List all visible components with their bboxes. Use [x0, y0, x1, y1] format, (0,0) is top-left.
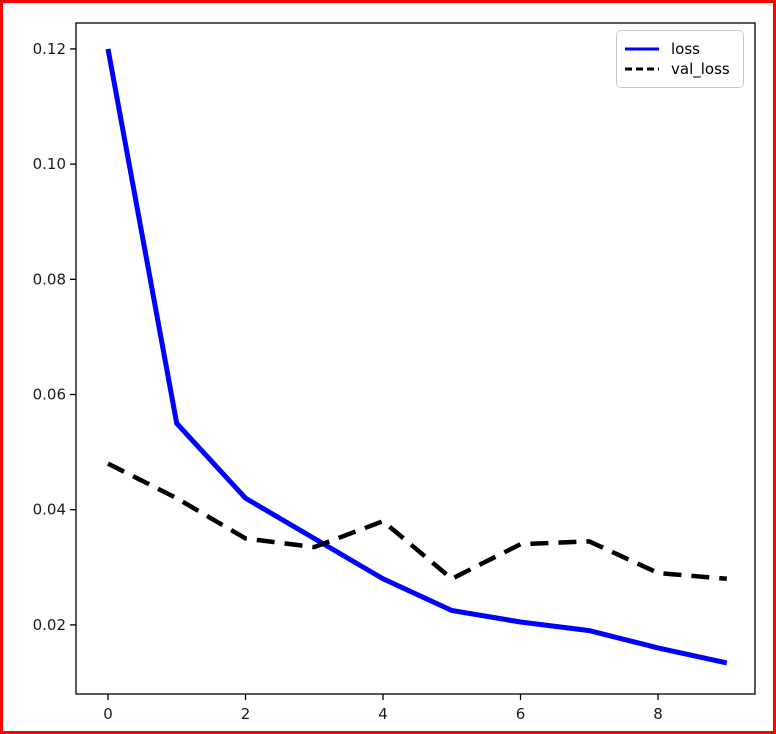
line-chart: 0 2 4 6 8 0.02 0.04 0.06 0.08 0.10 0.12 — [33, 22, 756, 723]
y-tick-label: 0.10 — [33, 155, 66, 173]
y-tick-label: 0.12 — [33, 40, 66, 58]
legend-entry-loss: loss — [624, 39, 743, 58]
y-tick-label: 0.04 — [33, 501, 66, 519]
plot-spines — [75, 22, 756, 695]
legend-label-val-loss: val_loss — [671, 59, 730, 78]
legend-entry-val-loss: val_loss — [624, 59, 743, 78]
x-tick-label: 8 — [653, 705, 663, 723]
y-tick-label: 0.08 — [33, 270, 66, 288]
x-tick-label: 4 — [378, 705, 388, 723]
loss-line-sample-icon — [625, 47, 659, 51]
x-tick-label: 6 — [516, 705, 526, 723]
legend: loss val_loss — [616, 30, 744, 88]
y-tick-label: 0.02 — [33, 616, 66, 634]
loss-line — [105, 48, 728, 666]
y-tick-label: 0.06 — [33, 385, 66, 403]
val-loss-line — [106, 461, 727, 582]
x-tick-label: 2 — [241, 705, 251, 723]
legend-label-loss: loss — [671, 39, 700, 58]
x-tick-label: 0 — [103, 705, 113, 723]
val-loss-line-sample-icon — [625, 67, 659, 71]
